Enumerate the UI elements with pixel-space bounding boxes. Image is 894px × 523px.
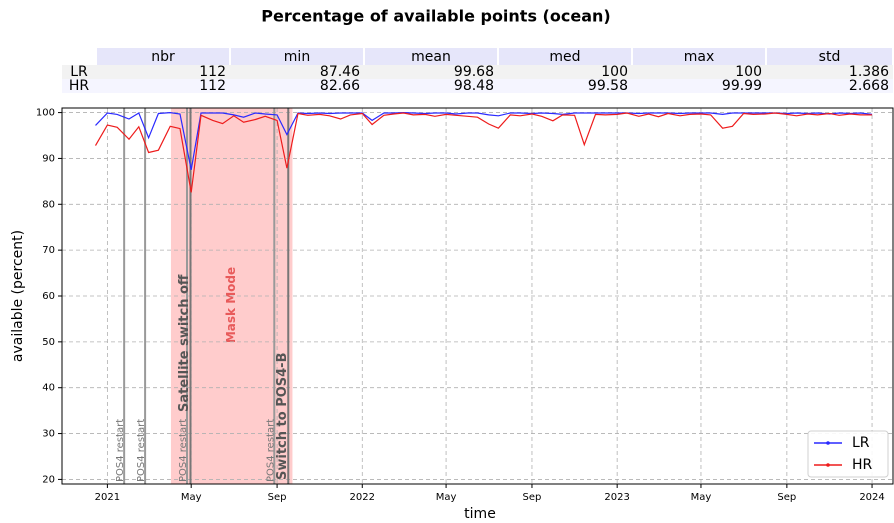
legend-label: HR	[852, 457, 873, 473]
x-tick-label: Sep	[777, 492, 796, 503]
table-header: mean	[411, 49, 451, 65]
table-header: min	[284, 49, 310, 65]
table-cell: 100	[735, 64, 762, 80]
table-header: std	[819, 49, 841, 65]
event-label: Satellite switch off	[177, 274, 192, 412]
table-header: med	[549, 49, 580, 65]
y-tick-label: 90	[42, 153, 55, 164]
table-cell: 99.68	[454, 64, 494, 80]
y-axis-label: available (percent)	[10, 230, 26, 362]
y-tick-label: 20	[42, 474, 55, 485]
table-cell: 112	[199, 78, 226, 94]
y-tick-label: 40	[42, 383, 55, 394]
x-tick-label: Sep	[268, 492, 287, 503]
chart-title: Percentage of available points (ocean)	[261, 7, 610, 26]
table-cell: 99.99	[722, 78, 762, 94]
series-line	[94, 112, 873, 193]
table-header-cell	[499, 48, 631, 65]
table-header-cell	[767, 48, 892, 65]
x-axis-label: time	[464, 506, 496, 522]
series-line	[95, 111, 873, 171]
table-cell: 82.66	[320, 78, 360, 94]
table-header-cell	[231, 48, 363, 65]
legend-box	[807, 430, 889, 478]
y-tick-label: 60	[42, 291, 55, 302]
event-label: POS4 restart	[136, 419, 147, 482]
x-tick-label: 2024	[859, 492, 884, 503]
event-label: POS4 restart	[115, 419, 126, 482]
x-tick-label: May	[691, 492, 712, 503]
x-tick-label: 2023	[604, 492, 629, 503]
x-tick-label: Sep	[523, 492, 542, 503]
table-header-cell	[97, 48, 229, 65]
table-header: max	[684, 49, 715, 65]
table-cell: 112	[199, 64, 226, 80]
y-tick-label: 30	[42, 429, 55, 440]
table-cell: 100	[601, 64, 628, 80]
legend-label: LR	[852, 435, 870, 451]
table-row	[62, 65, 893, 79]
x-tick-label: 2021	[95, 492, 120, 503]
x-tick-label: May	[436, 492, 457, 503]
table-row	[62, 79, 893, 93]
table-cell: 87.46	[320, 64, 360, 80]
table-cell: 1.386	[849, 64, 889, 80]
y-tick-label: 70	[42, 245, 55, 256]
event-label: POS4 restart	[265, 419, 276, 482]
table-row-label: HR	[69, 78, 90, 94]
table-row-label: LR	[70, 64, 88, 80]
legend-marker	[826, 441, 830, 445]
table-header-cell	[365, 48, 497, 65]
table-cell: 2.668	[849, 78, 889, 94]
x-tick-label: May	[181, 492, 202, 503]
table-cell: 98.48	[454, 78, 494, 94]
y-tick-label: 80	[42, 199, 55, 210]
span-label: Mask Mode	[224, 267, 238, 343]
y-tick-label: 100	[36, 108, 55, 119]
legend-marker	[826, 463, 830, 467]
table-header-cell	[633, 48, 765, 65]
plot-frame	[61, 107, 894, 485]
event-label: Switch to POS4-B	[275, 353, 290, 481]
x-tick-label: 2022	[350, 492, 375, 503]
table-header: nbr	[151, 49, 175, 65]
y-tick-label: 50	[42, 337, 55, 348]
table-cell: 99.58	[588, 78, 628, 94]
event-label: POS4 restart	[178, 419, 189, 482]
